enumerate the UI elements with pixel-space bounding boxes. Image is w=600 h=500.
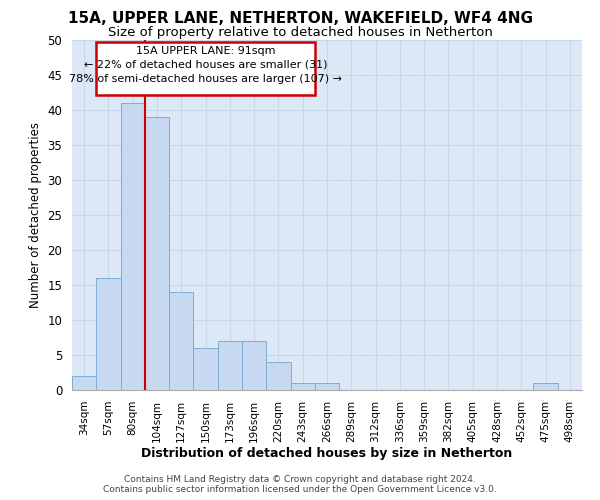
Text: 15A UPPER LANE: 91sqm
← 22% of detached houses are smaller (31)
78% of semi-deta: 15A UPPER LANE: 91sqm ← 22% of detached … <box>69 46 342 84</box>
FancyBboxPatch shape <box>96 42 315 94</box>
Bar <box>121 103 145 390</box>
Bar <box>72 376 96 390</box>
Bar <box>290 383 315 390</box>
Bar <box>169 292 193 390</box>
Bar <box>315 383 339 390</box>
Bar <box>193 348 218 390</box>
Bar <box>266 362 290 390</box>
Y-axis label: Number of detached properties: Number of detached properties <box>29 122 42 308</box>
X-axis label: Distribution of detached houses by size in Netherton: Distribution of detached houses by size … <box>142 448 512 460</box>
Bar <box>533 383 558 390</box>
Bar <box>218 341 242 390</box>
Bar <box>145 117 169 390</box>
Text: Contains HM Land Registry data © Crown copyright and database right 2024.
Contai: Contains HM Land Registry data © Crown c… <box>103 474 497 494</box>
Text: 15A, UPPER LANE, NETHERTON, WAKEFIELD, WF4 4NG: 15A, UPPER LANE, NETHERTON, WAKEFIELD, W… <box>67 11 533 26</box>
Bar <box>242 341 266 390</box>
Text: Size of property relative to detached houses in Netherton: Size of property relative to detached ho… <box>107 26 493 39</box>
Bar <box>96 278 121 390</box>
